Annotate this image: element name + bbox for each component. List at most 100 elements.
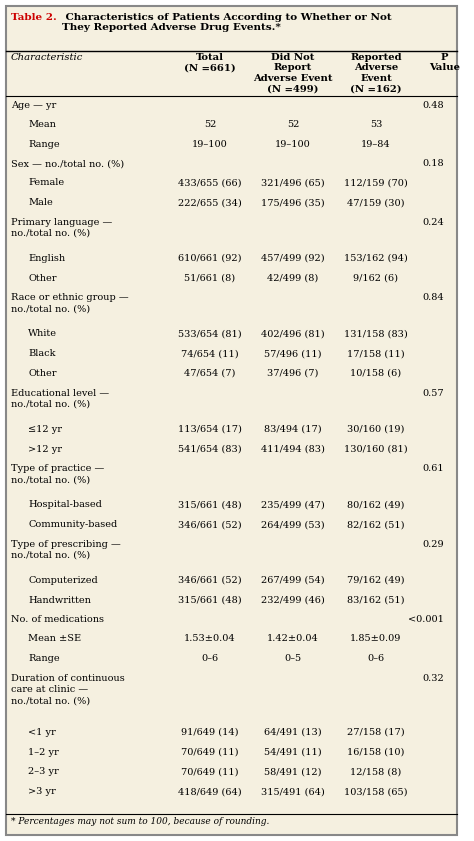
Text: Did Not
Report
Adverse Event
(N =499): Did Not Report Adverse Event (N =499) [253,53,333,93]
Text: Sex — no./total no. (%): Sex — no./total no. (%) [11,160,124,168]
Text: Characteristic: Characteristic [11,53,83,62]
Text: Handwritten: Handwritten [28,595,91,605]
Text: 153/162 (94): 153/162 (94) [344,254,408,263]
Text: 411/494 (83): 411/494 (83) [261,445,325,453]
Text: 0.29: 0.29 [423,540,444,549]
Text: No. of medications: No. of medications [11,616,104,625]
Text: 418/649 (64): 418/649 (64) [178,787,242,796]
Text: 103/158 (65): 103/158 (65) [344,787,408,796]
Text: 0.18: 0.18 [423,160,444,168]
Text: 70/649 (11): 70/649 (11) [181,768,239,776]
Text: 19–100: 19–100 [192,140,228,149]
Text: 82/162 (51): 82/162 (51) [347,520,405,529]
Text: 0.48: 0.48 [423,101,444,110]
Text: 175/496 (35): 175/496 (35) [261,198,325,207]
Text: 267/499 (54): 267/499 (54) [261,576,325,585]
Text: 74/654 (11): 74/654 (11) [181,349,239,358]
Text: >3 yr: >3 yr [28,787,56,796]
Text: 402/496 (81): 402/496 (81) [261,330,325,338]
Text: >12 yr: >12 yr [28,445,62,453]
Text: 0–6: 0–6 [201,654,219,663]
Text: Primary language —
no./total no. (%): Primary language — no./total no. (%) [11,218,112,238]
Text: 222/655 (34): 222/655 (34) [178,198,242,207]
Text: 433/655 (66): 433/655 (66) [178,178,242,188]
Text: Other: Other [28,273,57,283]
Text: P
Value: P Value [429,53,460,72]
Text: Table 2.: Table 2. [11,13,56,22]
Text: Other: Other [28,369,57,378]
Text: 0–6: 0–6 [367,654,384,663]
Text: 52: 52 [287,120,299,129]
Text: 0.57: 0.57 [423,389,444,398]
Text: 346/661 (52): 346/661 (52) [178,576,242,585]
Text: 70/649 (11): 70/649 (11) [181,748,239,757]
Text: 321/496 (65): 321/496 (65) [261,178,325,188]
Text: Type of practice —
no./total no. (%): Type of practice — no./total no. (%) [11,464,104,484]
Text: <1 yr: <1 yr [28,728,56,737]
Text: Range: Range [28,140,60,149]
FancyBboxPatch shape [6,6,457,835]
Text: 457/499 (92): 457/499 (92) [261,254,325,263]
Text: 80/162 (49): 80/162 (49) [347,500,405,510]
Text: Computerized: Computerized [28,576,98,585]
Text: 10/158 (6): 10/158 (6) [350,369,401,378]
Text: 79/162 (49): 79/162 (49) [347,576,405,585]
Text: 19–100: 19–100 [275,140,311,149]
Text: 37/496 (7): 37/496 (7) [267,369,319,378]
Text: Race or ethnic group —
no./total no. (%): Race or ethnic group — no./total no. (%) [11,294,128,314]
Text: 610/661 (92): 610/661 (92) [178,254,242,263]
Text: 131/158 (83): 131/158 (83) [344,330,408,338]
Text: 533/654 (81): 533/654 (81) [178,330,242,338]
Text: 83/162 (51): 83/162 (51) [347,595,405,605]
Text: 58/491 (12): 58/491 (12) [264,768,322,776]
Text: 541/654 (83): 541/654 (83) [178,445,242,453]
Text: Type of prescribing —
no./total no. (%): Type of prescribing — no./total no. (%) [11,540,120,560]
Text: 19–84: 19–84 [361,140,391,149]
Text: 0.61: 0.61 [423,464,444,473]
Text: 54/491 (11): 54/491 (11) [264,748,322,757]
Text: Total
(N =661): Total (N =661) [184,53,236,72]
Text: 315/491 (64): 315/491 (64) [261,787,325,796]
Text: 83/494 (17): 83/494 (17) [264,425,322,434]
Text: 112/159 (70): 112/159 (70) [344,178,408,188]
Text: Male: Male [28,198,53,207]
Text: Educational level —
no./total no. (%): Educational level — no./total no. (%) [11,389,109,409]
Text: Hospital-based: Hospital-based [28,500,102,510]
Text: 1.42±0.04: 1.42±0.04 [267,634,319,643]
Text: 0.24: 0.24 [423,218,444,227]
Text: 12/158 (8): 12/158 (8) [350,768,401,776]
Text: 42/499 (8): 42/499 (8) [267,273,319,283]
Text: Range: Range [28,654,60,663]
Text: ≤12 yr: ≤12 yr [28,425,62,434]
Text: 0–5: 0–5 [284,654,301,663]
Text: 1–2 yr: 1–2 yr [28,748,59,757]
Text: Female: Female [28,178,64,188]
Text: 47/159 (30): 47/159 (30) [347,198,405,207]
Text: 315/661 (48): 315/661 (48) [178,500,242,510]
Text: 315/661 (48): 315/661 (48) [178,595,242,605]
Text: 91/649 (14): 91/649 (14) [181,728,239,737]
Text: 9/162 (6): 9/162 (6) [354,273,399,283]
Text: 16/158 (10): 16/158 (10) [347,748,405,757]
Text: 1.53±0.04: 1.53±0.04 [184,634,236,643]
Text: 64/491 (13): 64/491 (13) [264,728,322,737]
Text: English: English [28,254,65,263]
Text: 57/496 (11): 57/496 (11) [264,349,322,358]
Text: 47/654 (7): 47/654 (7) [184,369,236,378]
Text: 113/654 (17): 113/654 (17) [178,425,242,434]
Text: 27/158 (17): 27/158 (17) [347,728,405,737]
Text: 0.32: 0.32 [423,674,444,683]
Text: Age — yr: Age — yr [11,101,56,110]
Text: 2–3 yr: 2–3 yr [28,768,59,776]
Text: White: White [28,330,57,338]
Text: Reported
Adverse
Event
(N =162): Reported Adverse Event (N =162) [350,53,402,93]
Text: Community-based: Community-based [28,520,118,529]
Text: Characteristics of Patients According to Whether or Not
They Reported Adverse Dr: Characteristics of Patients According to… [62,13,391,33]
Text: Black: Black [28,349,56,358]
Text: <0.001: <0.001 [409,616,444,625]
Text: Mean: Mean [28,120,56,129]
Text: Duration of continuous
care at clinic —
no./total no. (%): Duration of continuous care at clinic — … [11,674,125,705]
Text: Mean ±SE: Mean ±SE [28,634,82,643]
Text: 264/499 (53): 264/499 (53) [261,520,325,529]
Text: 0.84: 0.84 [423,294,444,303]
